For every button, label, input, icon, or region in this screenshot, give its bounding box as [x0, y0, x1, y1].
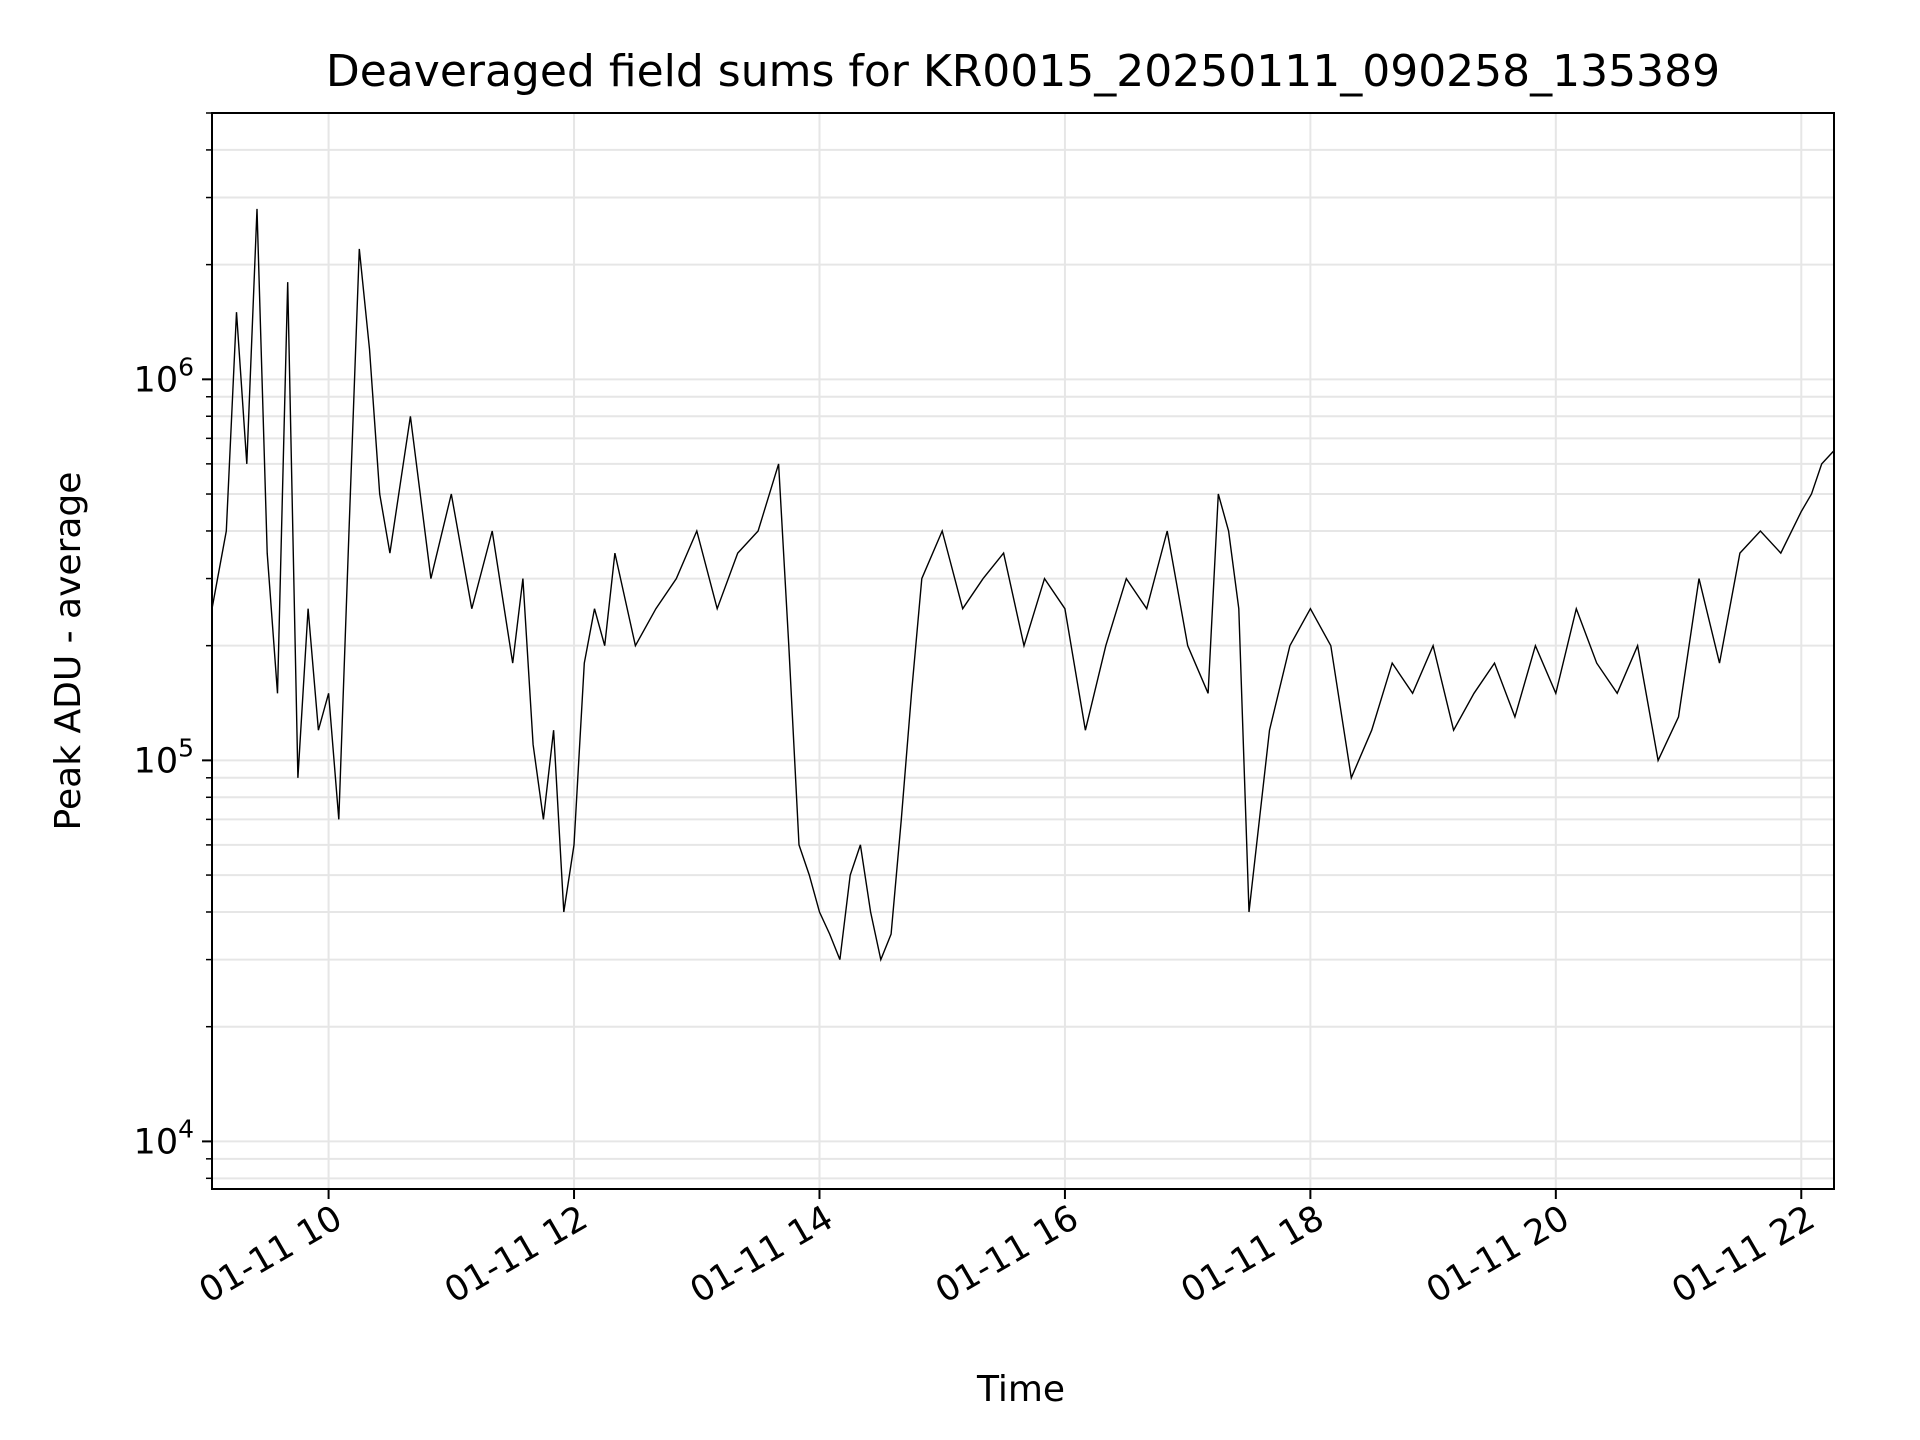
x-axis-label: Time: [976, 1369, 1065, 1410]
plot-area: [212, 113, 1834, 1189]
x-tick-label: 01-11 22: [1665, 1198, 1821, 1311]
x-tick-label: 01-11 16: [929, 1198, 1085, 1311]
series-line: [211, 208, 1835, 962]
x-tick-label: 01-11 14: [684, 1198, 840, 1311]
y-axis: 104 105 106: [134, 112, 212, 1180]
x-tick-label: 01-11 10: [193, 1198, 349, 1311]
grid: [212, 112, 1834, 1189]
y-tick-label: 105: [134, 733, 194, 781]
y-axis-label: Peak ADU - average: [48, 472, 89, 831]
x-tick-label: 01-11 18: [1175, 1198, 1331, 1311]
y-tick-label: 106: [134, 352, 194, 400]
series-layer: [211, 208, 1835, 962]
x-tick-label: 01-11 12: [438, 1198, 594, 1311]
x-axis: 01-11 10 01-11 12 01-11 14 01-11 16 01-11 18…: [193, 1189, 1822, 1311]
x-tick-label: 01-11 20: [1420, 1198, 1576, 1311]
y-tick-label: 104: [134, 1114, 194, 1162]
chart-title: Deaveraged field sums for KR0015_2025011…: [326, 46, 1720, 97]
plot-frame: [211, 112, 1835, 1190]
